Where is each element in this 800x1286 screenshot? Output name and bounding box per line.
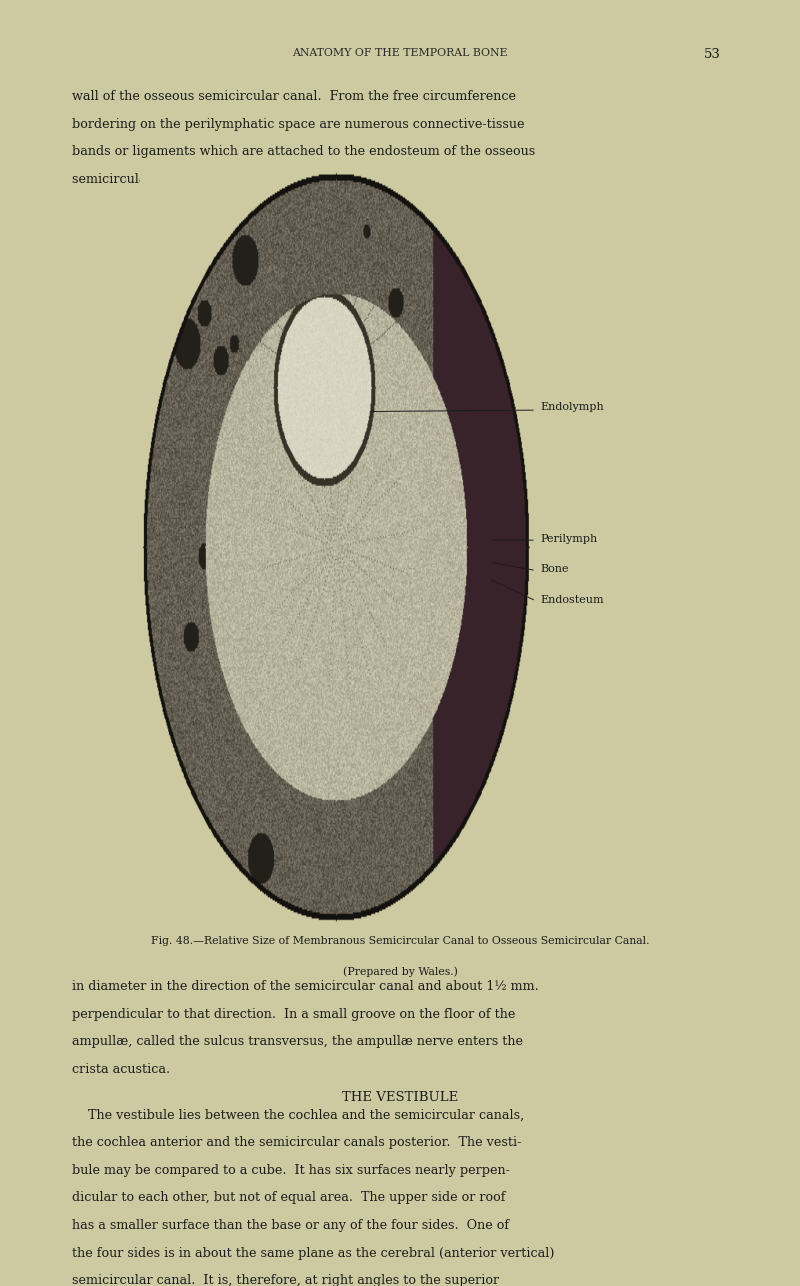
Text: semicircular canal.  It is, therefore, at right angles to the superior: semicircular canal. It is, therefore, at… [72,1274,499,1286]
Text: bule may be compared to a cube.  It has six surfaces nearly perpen-: bule may be compared to a cube. It has s… [72,1164,510,1177]
Text: the cochlea anterior and the semicircular canals posterior.  The vesti-: the cochlea anterior and the semicircula… [72,1137,522,1150]
Text: The vestibule lies between the cochlea and the semicircular canals,: The vestibule lies between the cochlea a… [72,1109,524,1121]
Text: (Prepared by Wales.): (Prepared by Wales.) [342,967,458,977]
Text: semicircular canal.  The membranous ampullæ are from 2 to 2½ mm.: semicircular canal. The membranous ampul… [72,172,521,186]
Text: bordering on the perilymphatic space are numerous connective-tissue: bordering on the perilymphatic space are… [72,117,525,131]
Text: Bone: Bone [540,565,569,574]
Text: THE VESTIBULE: THE VESTIBULE [342,1091,458,1103]
Text: crista acustica.: crista acustica. [72,1062,170,1076]
Text: has a smaller surface than the base or any of the four sides.  One of: has a smaller surface than the base or a… [72,1219,509,1232]
Text: in diameter in the direction of the semicircular canal and about 1½ mm.: in diameter in the direction of the semi… [72,980,538,993]
Text: ANATOMY OF THE TEMPORAL BONE: ANATOMY OF THE TEMPORAL BONE [292,48,508,58]
Text: 53: 53 [704,48,721,60]
Text: Endolymph: Endolymph [540,403,604,413]
Text: bands or ligaments which are attached to the endosteum of the osseous: bands or ligaments which are attached to… [72,145,535,158]
Text: Endosteum: Endosteum [540,594,604,604]
Text: ampullæ, called the sulcus transversus, the ampullæ nerve enters the: ampullæ, called the sulcus transversus, … [72,1035,523,1048]
Text: Fig. 48.—Relative Size of Membranous Semicircular Canal to Osseous Semicircular : Fig. 48.—Relative Size of Membranous Sem… [150,936,650,946]
Text: wall of the osseous semicircular canal.  From the free circumference: wall of the osseous semicircular canal. … [72,90,516,103]
Text: the four sides is in about the same plane as the cerebral (anterior vertical): the four sides is in about the same plan… [72,1247,554,1260]
Text: dicular to each other, but not of equal area.  The upper side or roof: dicular to each other, but not of equal … [72,1191,506,1205]
Text: perpendicular to that direction.  In a small groove on the floor of the: perpendicular to that direction. In a sm… [72,1008,515,1021]
Text: Perilymph: Perilymph [540,534,598,544]
